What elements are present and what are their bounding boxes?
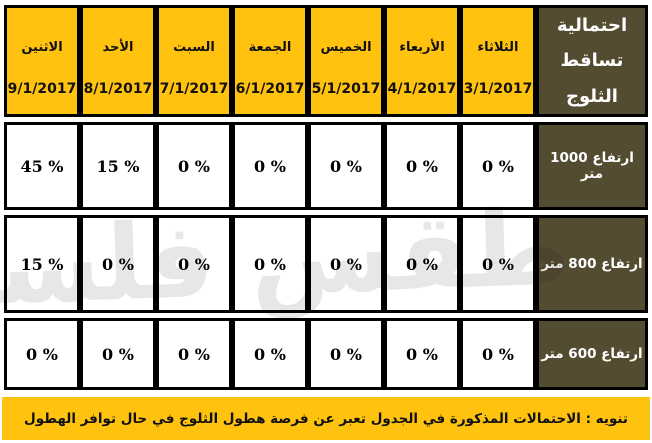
- cell-800m-monday: 15 %: [4, 215, 80, 313]
- cell-800m-thursday: 0 %: [308, 215, 384, 313]
- cell-600m-wednesday: 0 %: [384, 318, 460, 390]
- cell-600m-monday: 0 %: [4, 318, 80, 390]
- disclaimer-note-text: تنويه : الاحتمالات المذكورة في الجدول تع…: [24, 410, 628, 427]
- cell-800m-friday: 0 %: [232, 215, 308, 313]
- cell-1000m-wednesday: 0 %: [384, 122, 460, 210]
- column-header-thursday: الخميس 5/1/2017: [308, 5, 384, 117]
- column-header-sunday: الأحد 8/1/2017: [80, 5, 156, 117]
- cell-1000m-sunday: 15 %: [80, 122, 156, 210]
- row-label-600m: ارتفاع 600 متر: [536, 318, 648, 390]
- cell-600m-friday: 0 %: [232, 318, 308, 390]
- table-row-800m: ارتفاع 800 متر 0 % 0 % 0 % 0 % 0 % 0 % 1…: [4, 215, 648, 313]
- cell-600m-sunday: 0 %: [80, 318, 156, 390]
- table-row-1000m: ارتفاع 1000 متر 0 % 0 % 0 % 0 % 0 % 15 %…: [4, 122, 648, 210]
- table-title: احتمالية تساقط الثلوج: [536, 5, 648, 117]
- column-header-wednesday: الأربعاء 4/1/2017: [384, 5, 460, 117]
- day-name: الأحد: [102, 39, 134, 55]
- date-label: 4/1/2017: [387, 80, 457, 97]
- date-label: 5/1/2017: [311, 80, 381, 97]
- cell-1000m-monday: 45 %: [4, 122, 80, 210]
- date-label: 9/1/2017: [7, 80, 77, 97]
- date-label: 8/1/2017: [83, 80, 153, 97]
- day-name: الجمعة: [248, 39, 292, 55]
- date-label: 7/1/2017: [159, 80, 229, 97]
- cell-1000m-thursday: 0 %: [308, 122, 384, 210]
- cell-800m-wednesday: 0 %: [384, 215, 460, 313]
- column-header-friday: الجمعة 6/1/2017: [232, 5, 308, 117]
- day-name: الثلاثاء: [477, 39, 519, 55]
- header-row: احتمالية تساقط الثلوج الثلاثاء 3/1/2017 …: [4, 5, 648, 117]
- table-row-600m: ارتفاع 600 متر 0 % 0 % 0 % 0 % 0 % 0 % 0…: [4, 318, 648, 390]
- cell-600m-thursday: 0 %: [308, 318, 384, 390]
- day-name: الخميس: [320, 39, 372, 55]
- cell-1000m-friday: 0 %: [232, 122, 308, 210]
- column-header-saturday: السبت 7/1/2017: [156, 5, 232, 117]
- row-label-1000m: ارتفاع 1000 متر: [536, 122, 648, 210]
- column-header-monday: الاثنين 9/1/2017: [4, 5, 80, 117]
- date-label: 3/1/2017: [463, 80, 533, 97]
- column-header-tuesday: الثلاثاء 3/1/2017: [460, 5, 536, 117]
- day-name: الأربعاء: [399, 39, 445, 55]
- cell-600m-tuesday: 0 %: [460, 318, 536, 390]
- snow-probability-table: احتمالية تساقط الثلوج الثلاثاء 3/1/2017 …: [4, 0, 648, 395]
- title-line-1: احتمالية: [556, 15, 628, 37]
- title-line-3: الثلوج: [566, 85, 618, 107]
- day-name: الاثنين: [21, 39, 63, 55]
- date-label: 6/1/2017: [235, 80, 305, 97]
- cell-1000m-saturday: 0 %: [156, 122, 232, 210]
- cell-600m-saturday: 0 %: [156, 318, 232, 390]
- cell-800m-sunday: 0 %: [80, 215, 156, 313]
- cell-800m-saturday: 0 %: [156, 215, 232, 313]
- disclaimer-note-bar: تنويه : الاحتمالات المذكورة في الجدول تع…: [2, 397, 650, 440]
- row-label-800m: ارتفاع 800 متر: [536, 215, 648, 313]
- title-line-2: تساقط: [560, 50, 624, 72]
- cell-800m-tuesday: 0 %: [460, 215, 536, 313]
- cell-1000m-tuesday: 0 %: [460, 122, 536, 210]
- day-name: السبت: [173, 39, 215, 55]
